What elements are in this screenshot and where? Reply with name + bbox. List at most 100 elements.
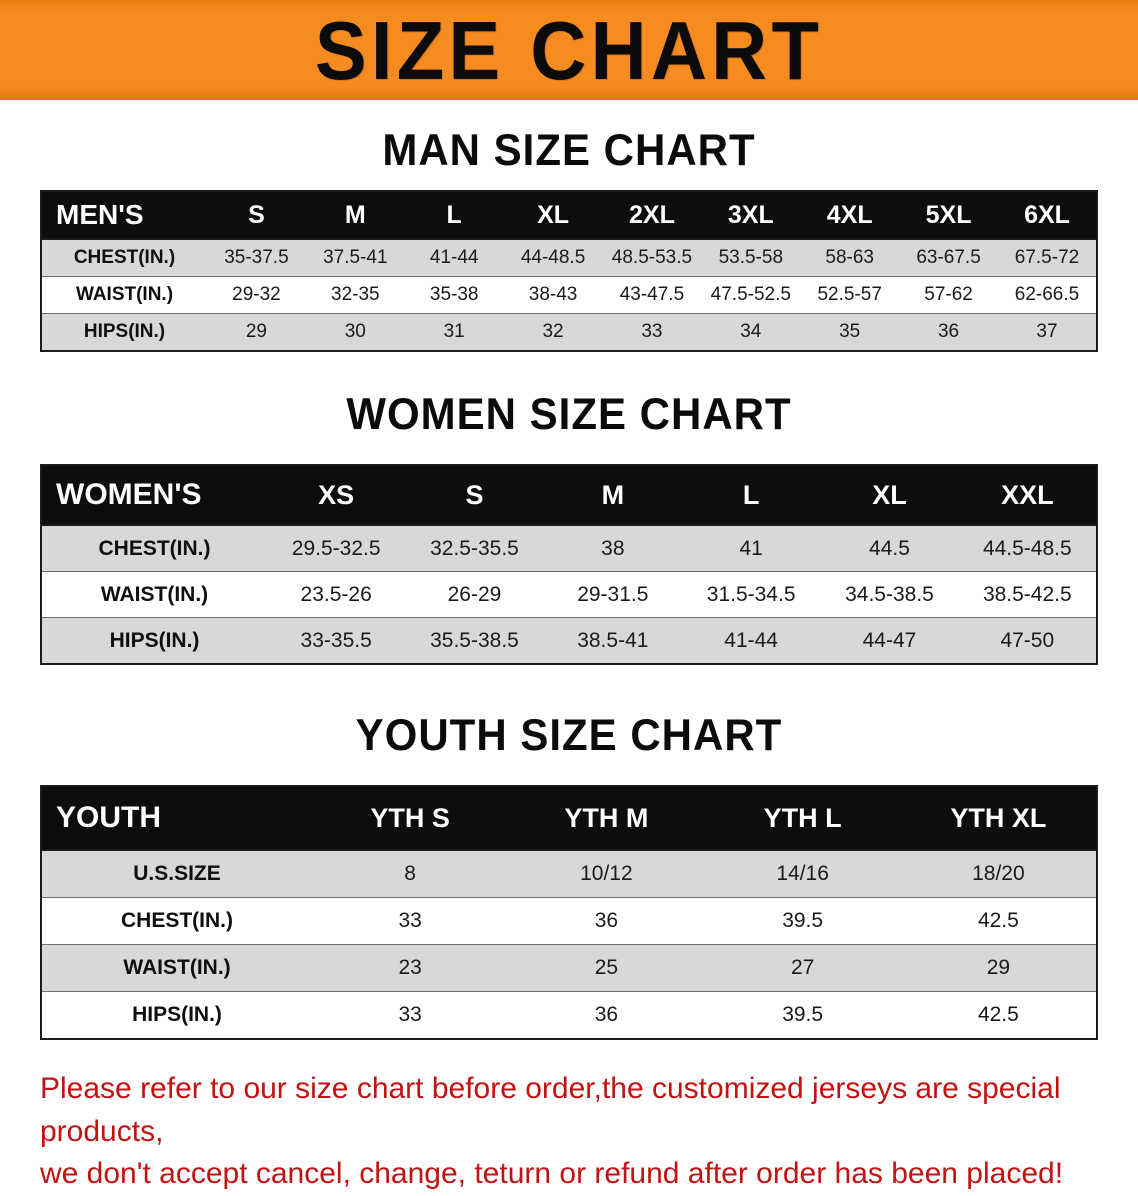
man-size-heading: MAN SIZE CHART <box>382 125 756 175</box>
table-row: CHEST(IN.) 35-37.5 37.5-41 41-44 44-48.5 48.5… <box>41 239 1097 277</box>
value-cell: 42.5 <box>900 991 1097 1040</box>
value-cell: 36 <box>508 897 705 945</box>
value-cell: 43-47.5 <box>602 276 702 314</box>
value-cell: 38 <box>543 525 682 572</box>
value-cell: 29-31.5 <box>543 571 682 618</box>
table-row: CHEST(IN.) 33 36 39.5 42.5 <box>41 897 1097 945</box>
table-row: WAIST(IN.) 23.5-26 26-29 29-31.5 31.5-34.5 34… <box>41 571 1097 618</box>
row-label-cell: CHEST(IN.) <box>41 897 312 945</box>
value-cell: 36 <box>899 313 998 352</box>
table-title-cell: YOUTH <box>41 786 312 851</box>
value-cell: 38-43 <box>503 276 603 314</box>
table-header-row: YOUTH YTH S YTH M YTH L YTH XL <box>41 786 1097 851</box>
value-cell: 57-62 <box>899 276 998 314</box>
value-cell: 35.5-38.5 <box>405 617 544 665</box>
value-cell: 48.5-53.5 <box>602 239 702 277</box>
size-column-header: YTH XL <box>900 786 1097 851</box>
man-size-section: MAN SIZE CHART MEN'S S M L XL 2XL 3XL 4XL 5XL 6XL… <box>0 100 1138 352</box>
size-column-header: XL <box>820 465 959 526</box>
size-column-header: L <box>404 191 504 240</box>
value-cell: 14/16 <box>704 850 901 898</box>
value-cell: 38.5-41 <box>543 617 682 665</box>
value-cell: 29-32 <box>207 276 306 314</box>
value-cell: 31 <box>404 313 504 352</box>
row-label-cell: CHEST(IN.) <box>41 525 267 572</box>
value-cell: 38.5-42.5 <box>958 571 1097 618</box>
value-cell: 33 <box>312 897 509 945</box>
table-header-row: MEN'S S M L XL 2XL 3XL 4XL 5XL 6XL <box>41 191 1097 240</box>
women-size-section: WOMEN SIZE CHART WOMEN'S XS S M L XL XXL CHEST(… <box>0 352 1138 665</box>
size-column-header: S <box>207 191 306 240</box>
value-cell: 58-63 <box>800 239 900 277</box>
value-cell: 18/20 <box>900 850 1097 898</box>
value-cell: 32.5-35.5 <box>405 525 544 572</box>
banner-title: SIZE CHART <box>314 3 824 97</box>
value-cell: 31.5-34.5 <box>681 571 821 618</box>
size-column-header: 2XL <box>602 191 702 240</box>
size-column-header: 4XL <box>800 191 900 240</box>
value-cell: 44.5-48.5 <box>958 525 1097 572</box>
value-cell: 39.5 <box>704 897 901 945</box>
table-title-cell: MEN'S <box>41 191 207 240</box>
value-cell: 36 <box>508 991 705 1040</box>
women-size-table: WOMEN'S XS S M L XL XXL CHEST(IN.) 29.5-32.5 32.5… <box>40 464 1098 665</box>
row-label-cell: WAIST(IN.) <box>41 276 207 314</box>
size-column-header: M <box>543 465 682 526</box>
value-cell: 33 <box>602 313 702 352</box>
value-cell: 44-47 <box>820 617 959 665</box>
value-cell: 42.5 <box>900 897 1097 945</box>
value-cell: 25 <box>508 944 705 992</box>
table-row: HIPS(IN.) 33 36 39.5 42.5 <box>41 991 1097 1040</box>
table-row: WAIST(IN.) 23 25 27 29 <box>41 944 1097 992</box>
table-row: HIPS(IN.) 33-35.5 35.5-38.5 38.5-41 41-44 44-… <box>41 617 1097 665</box>
value-cell: 34 <box>701 313 801 352</box>
size-column-header: XL <box>503 191 603 240</box>
size-column-header: 3XL <box>701 191 801 240</box>
banner: SIZE CHART <box>0 0 1138 100</box>
value-cell: 29 <box>207 313 306 352</box>
value-cell: 44.5 <box>820 525 959 572</box>
youth-size-table: YOUTH YTH S YTH M YTH L YTH XL U.S.SIZE 8 10/12… <box>40 785 1098 1040</box>
size-column-header: M <box>305 191 405 240</box>
value-cell: 23 <box>312 944 509 992</box>
value-cell: 35 <box>800 313 900 352</box>
value-cell: 35-38 <box>404 276 504 314</box>
table-row: CHEST(IN.) 29.5-32.5 32.5-35.5 38 41 44.5 44.5… <box>41 525 1097 572</box>
women-size-heading: WOMEN SIZE CHART <box>346 389 792 439</box>
value-cell: 23.5-26 <box>267 571 406 618</box>
size-column-header: L <box>681 465 821 526</box>
size-column-header: 6XL <box>998 191 1097 240</box>
value-cell: 33 <box>312 991 509 1040</box>
table-title-cell: WOMEN'S <box>41 465 267 526</box>
value-cell: 63-67.5 <box>899 239 998 277</box>
row-label-cell: HIPS(IN.) <box>41 991 312 1040</box>
table-row: WAIST(IN.) 29-32 32-35 35-38 38-43 43-47.5 47.… <box>41 276 1097 314</box>
size-column-header: YTH S <box>312 786 509 851</box>
row-label-cell: WAIST(IN.) <box>41 944 312 992</box>
value-cell: 29 <box>900 944 1097 992</box>
size-column-header: 5XL <box>899 191 998 240</box>
size-column-header: S <box>405 465 544 526</box>
value-cell: 41-44 <box>404 239 504 277</box>
value-cell: 29.5-32.5 <box>267 525 406 572</box>
youth-size-heading: YOUTH SIZE CHART <box>355 710 783 760</box>
value-cell: 27 <box>704 944 901 992</box>
value-cell: 52.5-57 <box>800 276 900 314</box>
row-label-cell: HIPS(IN.) <box>41 617 267 665</box>
value-cell: 26-29 <box>405 571 544 618</box>
row-label-cell: U.S.SIZE <box>41 850 312 898</box>
value-cell: 62-66.5 <box>998 276 1097 314</box>
table-row: HIPS(IN.) 29 30 31 32 33 34 35 36 37 <box>41 313 1097 352</box>
value-cell: 30 <box>305 313 405 352</box>
size-column-header: XS <box>267 465 406 526</box>
value-cell: 34.5-38.5 <box>820 571 959 618</box>
size-column-header: XXL <box>958 465 1097 526</box>
youth-size-section: YOUTH SIZE CHART YOUTH YTH S YTH M YTH L YTH… <box>0 665 1138 1040</box>
value-cell: 41-44 <box>681 617 821 665</box>
footer-note-line-1: Please refer to our size chart before or… <box>40 1072 1061 1148</box>
footer-note-line-2: we don't accept cancel, change, teturn o… <box>40 1157 1064 1191</box>
man-size-table: MEN'S S M L XL 2XL 3XL 4XL 5XL 6XL CHEST(IN.) 35-37… <box>40 190 1098 352</box>
value-cell: 32-35 <box>305 276 405 314</box>
size-column-header: YTH M <box>508 786 705 851</box>
